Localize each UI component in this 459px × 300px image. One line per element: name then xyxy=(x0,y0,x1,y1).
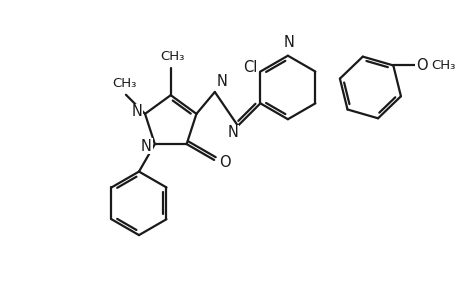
Text: CH₃: CH₃ xyxy=(430,59,454,72)
Text: O: O xyxy=(415,58,427,73)
Text: Cl: Cl xyxy=(242,60,257,75)
Text: N: N xyxy=(283,35,294,50)
Text: O: O xyxy=(218,155,230,170)
Text: N: N xyxy=(227,125,238,140)
Text: N: N xyxy=(141,139,151,154)
Text: CH₃: CH₃ xyxy=(112,77,136,90)
Text: CH₃: CH₃ xyxy=(160,50,185,63)
Text: N: N xyxy=(216,74,227,89)
Text: N: N xyxy=(131,104,142,119)
